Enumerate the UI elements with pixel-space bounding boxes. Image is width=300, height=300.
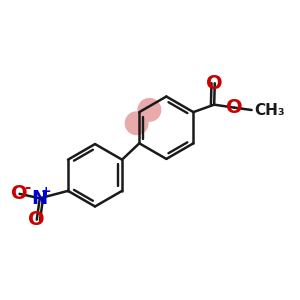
Circle shape: [125, 112, 148, 134]
Text: O: O: [226, 98, 243, 117]
Circle shape: [138, 99, 161, 121]
Text: N: N: [32, 189, 48, 208]
Text: -: -: [24, 180, 30, 195]
Text: O: O: [206, 74, 223, 93]
Text: +: +: [41, 185, 52, 198]
Text: O: O: [28, 210, 45, 229]
Text: O: O: [11, 184, 28, 203]
Text: CH₃: CH₃: [254, 103, 285, 118]
